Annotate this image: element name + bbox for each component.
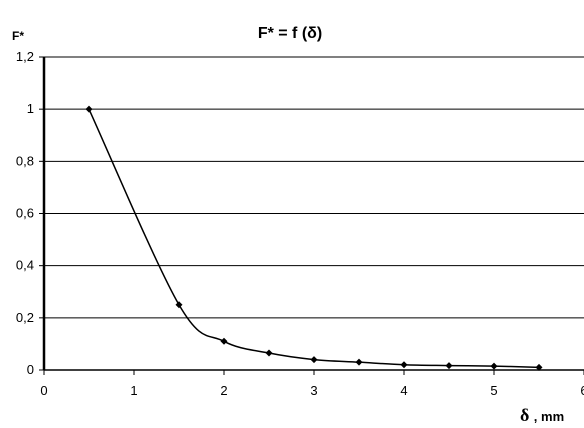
y-tick-labels: 0 0,2 0,4 0,6 0,8 1 1,2 bbox=[16, 49, 34, 377]
y-tick-label: 1,2 bbox=[16, 49, 34, 64]
x-axis-symbol: δ bbox=[520, 405, 529, 425]
data-point bbox=[535, 363, 543, 371]
x-tick-label: 2 bbox=[220, 383, 227, 398]
y-tick-label: 0,4 bbox=[16, 258, 34, 273]
y-tick-label: 0,8 bbox=[16, 153, 34, 168]
x-tick-label: 1 bbox=[130, 383, 137, 398]
series bbox=[85, 105, 543, 371]
x-axis-label: δ , mm bbox=[520, 405, 564, 425]
y-axis-label: F* bbox=[12, 29, 24, 43]
data-point bbox=[265, 349, 273, 357]
data-point bbox=[310, 356, 318, 364]
series-line bbox=[88, 108, 540, 369]
y-tick-label: 0,2 bbox=[16, 310, 34, 325]
data-point bbox=[355, 358, 363, 366]
data-point bbox=[220, 337, 228, 345]
data-point bbox=[85, 105, 93, 113]
data-point bbox=[400, 361, 408, 369]
x-tick-labels: 0 1 2 3 4 5 6 bbox=[40, 383, 584, 398]
chart-title: F* = f (δ) bbox=[258, 25, 322, 42]
data-point bbox=[490, 362, 498, 370]
gridlines bbox=[44, 56, 584, 319]
x-axis-unit: , mm bbox=[534, 409, 564, 424]
x-tick-label: 6 bbox=[580, 383, 584, 398]
data-point bbox=[445, 362, 453, 370]
x-tick-label: 0 bbox=[40, 383, 47, 398]
x-tick-label: 4 bbox=[400, 383, 407, 398]
y-tick-label: 0 bbox=[27, 362, 34, 377]
x-tick-label: 5 bbox=[490, 383, 497, 398]
data-point bbox=[175, 301, 183, 309]
y-tick-label: 0,6 bbox=[16, 206, 34, 221]
x-tick-label: 3 bbox=[310, 383, 317, 398]
y-tick-label: 1 bbox=[27, 101, 34, 116]
axes bbox=[39, 56, 584, 375]
